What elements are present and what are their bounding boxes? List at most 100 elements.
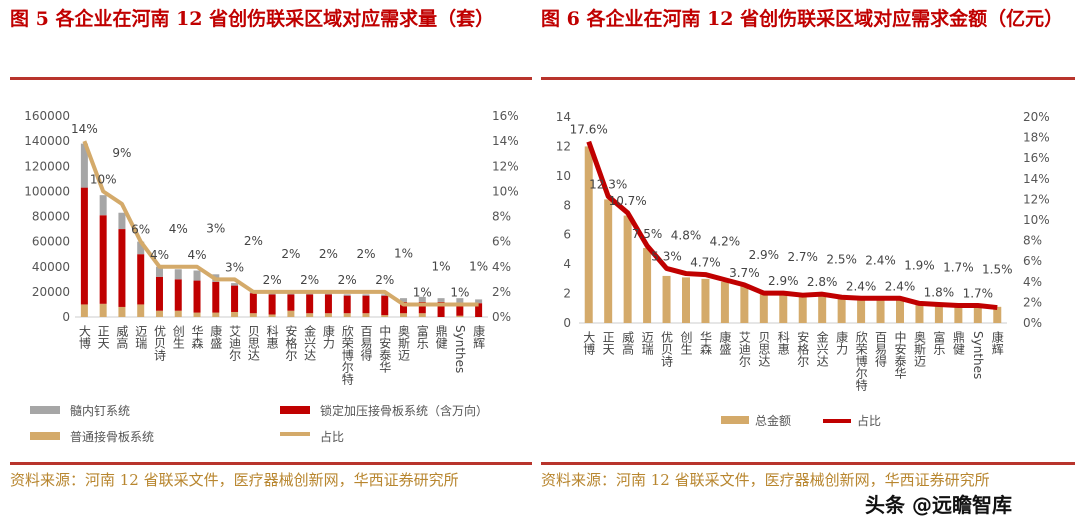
bar-总金额 [604,199,613,323]
bar-总金额 [993,306,1002,323]
figure-6-source: 资料来源：河南 12 省联采文件，医疗器械创新网，华西证券研究所 [541,471,990,489]
data-label: 1% [394,246,413,260]
y-right-tick: 20% [1023,110,1050,124]
y-right-tick: 10% [1023,213,1050,227]
bar-总金额 [643,247,652,323]
bar-髓内钉系统 [155,266,163,277]
bar-普通接骨板系统 [212,312,220,317]
figure-5-source: 资料来源：河南 12 省联采文件，医疗器械创新网，华西证券研究所 [10,471,459,489]
y-left-tick: 80000 [32,210,70,224]
data-label: 1% [469,259,488,273]
data-label: 12.3% [589,177,627,191]
data-label: 2.7% [787,250,818,264]
bar-总金额 [857,297,866,323]
y-right-tick: 12% [1023,192,1050,206]
y-right-tick: 4% [492,260,511,274]
figure-5-chart: 0200004000060000800001000001200001400001… [24,109,519,444]
bar-总金额 [876,299,885,323]
bar-总金额 [818,296,827,323]
x-tick-label: 贝思达 [246,325,260,361]
bar-锁定加压接骨板系统（含万向） [381,295,389,316]
line-占比 [82,140,479,307]
legend-swatch [280,406,310,414]
bar-髓内钉系统 [80,143,88,188]
bottom-rule [10,462,532,465]
bar-普通接骨板系统 [324,313,332,317]
bar-普通接骨板系统 [193,312,201,317]
bar-髓内钉系统 [231,283,239,286]
bar-锁定加压接骨板系统（含万向） [231,285,239,312]
bar-普通接骨板系统 [287,310,295,317]
x-tick-label: 欣荣博尔特 [340,325,354,385]
data-label: 6% [131,223,150,237]
bar-锁定加压接骨板系统（含万向） [475,303,483,317]
y-right-tick: 4% [1023,275,1042,289]
data-label: 3% [206,221,225,235]
y-right-tick: 14% [492,134,519,148]
data-label: 1.5% [982,263,1013,277]
bar-总金额 [701,278,710,323]
y-left-tick: 4 [563,257,571,271]
bar-总金额 [682,277,690,323]
bar-普通接骨板系统 [155,310,163,317]
y-right-tick: 6% [1023,254,1042,268]
bar-总金额 [896,297,904,323]
bar-锁定加压接骨板系统（含万向） [437,301,445,317]
bar-髓内钉系统 [118,212,126,230]
x-tick-label: 艾迪尔 [737,331,751,367]
bar-锁定加压接骨板系统（含万向） [306,294,314,314]
data-label: 7.5% [632,227,663,241]
data-label: 1.7% [943,260,974,274]
y-right-tick: 16% [492,109,519,123]
y-right-tick: 18% [1023,131,1050,145]
top-rule [10,77,532,80]
x-tick-label: 康盛 [718,330,732,355]
bar-普通接骨板系统 [99,303,107,317]
y-left-tick: 120000 [24,159,70,173]
x-tick-label: 富乐 [415,324,429,349]
x-tick-label: 贝思达 [757,331,771,367]
y-left-tick: 14 [556,110,571,124]
y-right-tick: 0% [492,310,511,324]
bar-普通接骨板系统 [118,306,126,317]
data-label: 2.4% [846,279,877,293]
bar-普通接骨板系统 [231,311,239,317]
bar-锁定加压接骨板系统（含万向） [249,293,257,314]
bar-总金额 [662,275,671,323]
x-tick-label: 康辉 [990,330,1004,355]
bar-普通接骨板系统 [137,304,145,317]
bar-髓内钉系统 [362,294,370,296]
y-left-tick: 40000 [32,260,70,274]
bar-总金额 [954,305,963,323]
bar-髓内钉系统 [193,270,201,281]
bar-普通接骨板系统 [400,313,408,317]
bar-髓内钉系统 [343,294,351,296]
data-label: 3.7% [729,266,760,280]
bar-锁定加压接骨板系统（含万向） [324,294,332,314]
x-tick-label: 优贝诗 [660,331,674,367]
bar-总金额 [934,303,943,323]
figure-6-title: 图 6 各企业在河南 12 省创伤联采区域对应需求金额（亿元） [541,8,1064,30]
bar-总金额 [584,146,593,323]
x-tick-label: Synthes [453,325,467,373]
x-tick-label: 鼎健 [434,325,448,349]
bar-锁定加压接骨板系统（含万向） [400,301,408,314]
bar-普通接骨板系统 [456,315,464,317]
figure-6-panel: 图 6 各企业在河南 12 省创伤联采区域对应需求金额（亿元） 资料来源：河南 … [541,0,1075,518]
data-label: 5.3% [651,249,682,263]
bar-普通接骨板系统 [268,314,276,317]
x-tick-label: 奥斯迈 [912,331,926,368]
bar-锁定加压接骨板系统（含万向） [99,215,107,304]
y-left-tick: 140000 [24,134,70,148]
data-label: 4% [150,248,169,262]
x-tick-label: 迈瑞 [134,325,148,349]
bar-锁定加压接骨板系统（含万向） [362,295,370,314]
x-tick-label: 欣荣博尔特 [854,331,868,391]
bar-普通接骨板系统 [80,304,88,317]
data-label: 4.8% [671,229,702,243]
bar-髓内钉系统 [437,298,445,302]
data-label: 2% [281,247,300,261]
x-tick-label: 金兴达 [303,324,317,361]
x-tick-label: 威高 [115,325,129,350]
bar-普通接骨板系统 [174,310,182,317]
